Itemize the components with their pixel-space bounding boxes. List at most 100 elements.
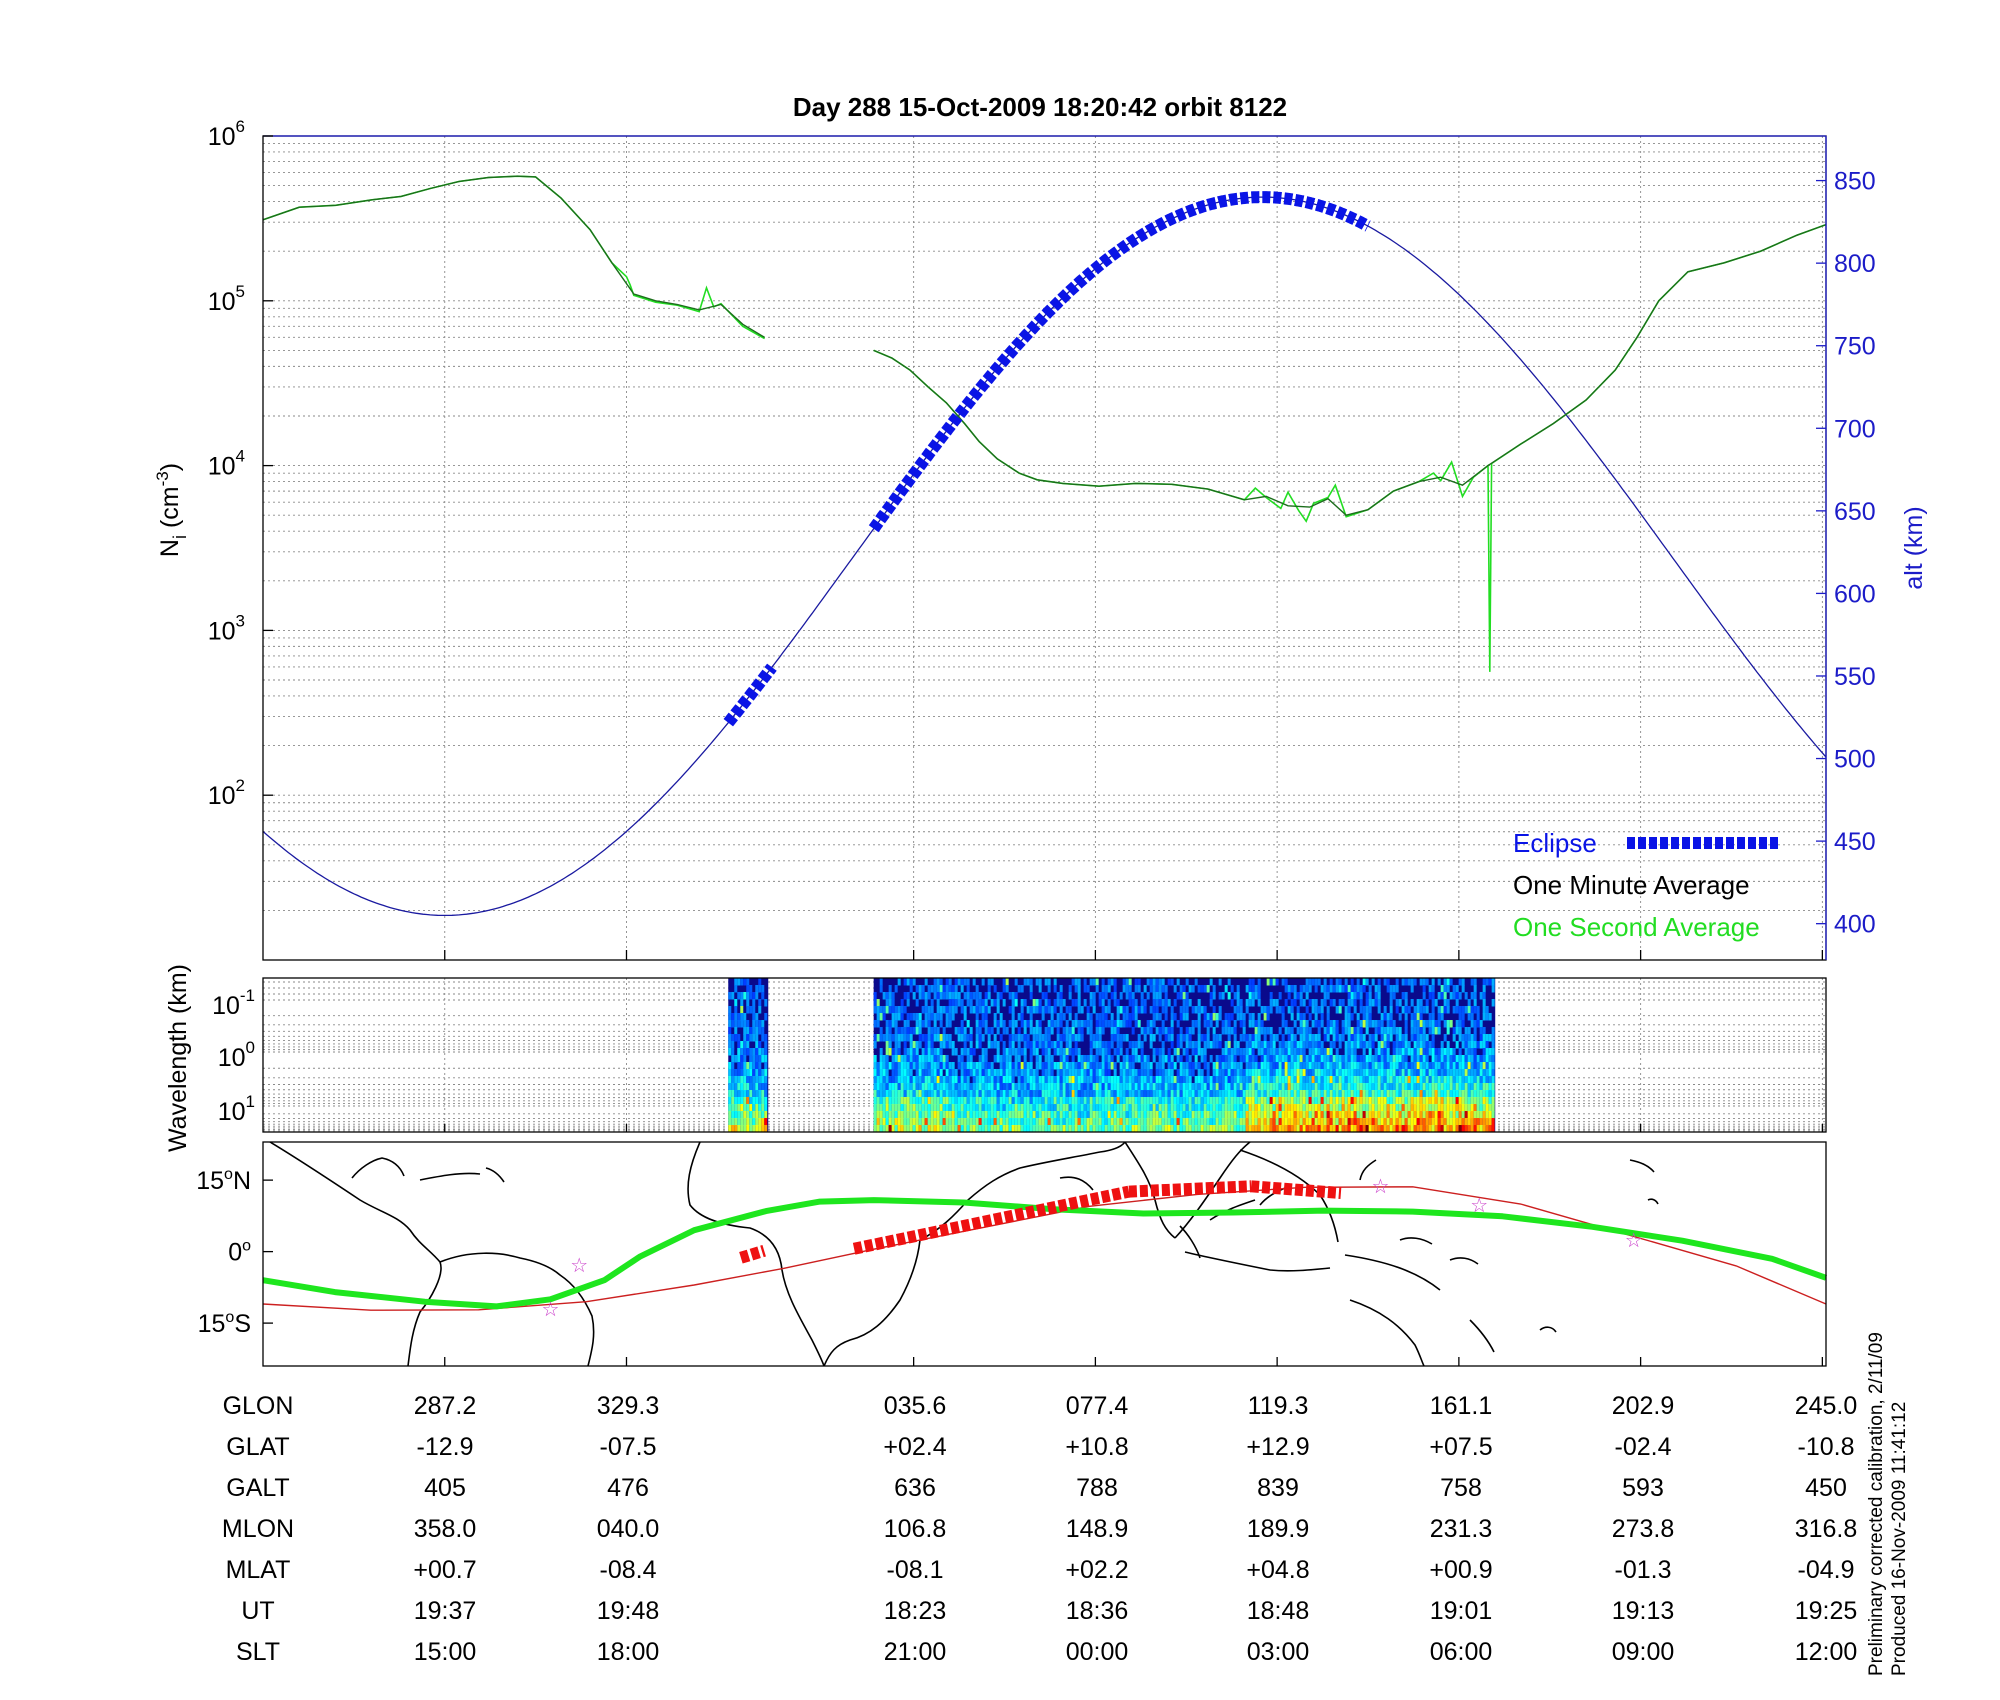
spectrogram-cell <box>1074 999 1078 1007</box>
spectrogram-cell <box>1080 1020 1084 1028</box>
spectrogram-cell <box>1266 1069 1270 1077</box>
spectrogram-cell <box>1368 1076 1372 1084</box>
spectrogram-cell <box>921 1090 925 1098</box>
spectrogram-cell <box>1119 1048 1123 1056</box>
left-tick-label: 106 <box>208 117 245 151</box>
spectrogram-cell <box>1227 1111 1231 1119</box>
right-tick-label: 400 <box>1834 911 1876 939</box>
spectrogram-cell <box>1365 1090 1369 1098</box>
spectrogram-cell <box>1206 985 1210 993</box>
spectrogram-cell <box>1044 1090 1048 1098</box>
spectrogram-cell <box>1488 1076 1492 1084</box>
spectrogram-cell <box>882 1118 886 1126</box>
spectrogram-cell <box>900 1006 904 1014</box>
spectrogram-cell <box>1302 1083 1306 1091</box>
spectrogram-cell <box>1149 1020 1153 1028</box>
spectrogram-cell <box>1425 1020 1429 1028</box>
spectrogram-cell <box>1080 1083 1084 1091</box>
spectrogram-cell <box>1431 992 1435 1000</box>
spectrogram-cell <box>1194 1006 1198 1014</box>
spectrogram-cell <box>903 992 907 1000</box>
spectrogram-cell <box>1137 1055 1141 1063</box>
spectrogram-cell <box>1113 1069 1117 1077</box>
spectrogram-cell <box>1230 1090 1234 1098</box>
spectrogram-cell <box>1146 1118 1150 1126</box>
spectrogram-cell <box>1422 1118 1426 1126</box>
spectrogram-cell <box>1323 1034 1327 1042</box>
spectrogram-cell <box>749 985 753 993</box>
spectrogram-cell <box>1362 1041 1366 1049</box>
spectrogram-cell <box>1224 1090 1228 1098</box>
spectrogram-cell <box>936 1104 940 1112</box>
spectrogram-cell <box>1359 1111 1363 1119</box>
spectrogram-cell <box>1356 1104 1360 1112</box>
spectrogram-cell <box>1287 1027 1291 1035</box>
spectrogram-cell <box>1335 1111 1339 1119</box>
spectrogram-cell <box>1092 992 1096 1000</box>
spectrogram-cell <box>1350 1069 1354 1077</box>
spectrogram-cell <box>1083 1111 1087 1119</box>
spectrogram-cell <box>1236 1118 1240 1126</box>
spectrogram-cell <box>1017 1090 1021 1098</box>
spectrogram-cell <box>987 985 991 993</box>
spectrogram-cell <box>1098 1013 1102 1021</box>
spectrogram-cell <box>1491 1111 1495 1119</box>
spectrogram-cell <box>1365 1055 1369 1063</box>
spectrogram-cell <box>1224 1062 1228 1070</box>
spectrogram-cell <box>1170 1041 1174 1049</box>
spectrogram-cell <box>1173 1076 1177 1084</box>
spectrogram-cell <box>927 1034 931 1042</box>
spectrogram-cell <box>873 1076 877 1084</box>
spectrogram-cell <box>1071 1083 1075 1091</box>
spectrogram-cell <box>963 978 967 986</box>
spectrogram-cell <box>1104 1118 1108 1126</box>
spectrogram-cell <box>885 1027 889 1035</box>
spectrogram-cell <box>1305 985 1309 993</box>
spectrogram-cell <box>891 1020 895 1028</box>
spectrogram-cell <box>1038 1125 1042 1133</box>
spectrogram-cell <box>1263 1006 1267 1014</box>
spectrogram-cell <box>1380 1062 1384 1070</box>
spectrogram-cell <box>1470 1034 1474 1042</box>
spectrogram-cell <box>1188 1111 1192 1119</box>
spectrogram-cell <box>954 1027 958 1035</box>
spectrogram-cell <box>1356 1027 1360 1035</box>
spectrogram-cell <box>1377 1090 1381 1098</box>
spectrogram-cell <box>1314 985 1318 993</box>
spectrogram-cell <box>1482 1111 1486 1119</box>
spectrogram-cell <box>1056 1034 1060 1042</box>
spectrogram-cell <box>1392 1062 1396 1070</box>
spectrogram-cell <box>975 1111 979 1119</box>
spectrogram-cell <box>1122 978 1126 986</box>
spectrogram-cell <box>1029 1041 1033 1049</box>
spectrogram-cell <box>1386 1069 1390 1077</box>
spectrogram-cell <box>1044 1027 1048 1035</box>
spectrogram-cell <box>1008 1125 1012 1133</box>
spectrogram-cell <box>1455 1111 1459 1119</box>
spectrogram-cell <box>1290 985 1294 993</box>
spectrogram-cell <box>990 1069 994 1077</box>
spectrogram-cell <box>1401 1062 1405 1070</box>
spectrogram-cell <box>1242 1083 1246 1091</box>
spectrogram-cell <box>1251 1055 1255 1063</box>
spectrogram-cell <box>1413 1055 1417 1063</box>
spectrogram-cell <box>897 1069 901 1077</box>
spectrogram-cell <box>1011 1027 1015 1035</box>
right-tick-label: 500 <box>1834 746 1876 774</box>
spectrogram-cell <box>1266 1006 1270 1014</box>
spectrogram-cell <box>761 1097 765 1105</box>
spectrogram-cell <box>909 1104 913 1112</box>
spectrogram-cell <box>1467 1125 1471 1133</box>
spectrogram-cell <box>1146 1097 1150 1105</box>
spectrogram-cell <box>764 1090 768 1098</box>
spectrogram-cell <box>876 1097 880 1105</box>
spectrogram-cell <box>1311 1118 1315 1126</box>
spectrogram-cell <box>1434 1090 1438 1098</box>
spectrogram-cell <box>960 999 964 1007</box>
spectrogram-cell <box>1398 1069 1402 1077</box>
spectrogram-cell <box>1188 1062 1192 1070</box>
spectrogram-cell <box>1260 1041 1264 1049</box>
spectrogram-cell <box>915 1097 919 1105</box>
spectrogram-cell <box>1140 1062 1144 1070</box>
